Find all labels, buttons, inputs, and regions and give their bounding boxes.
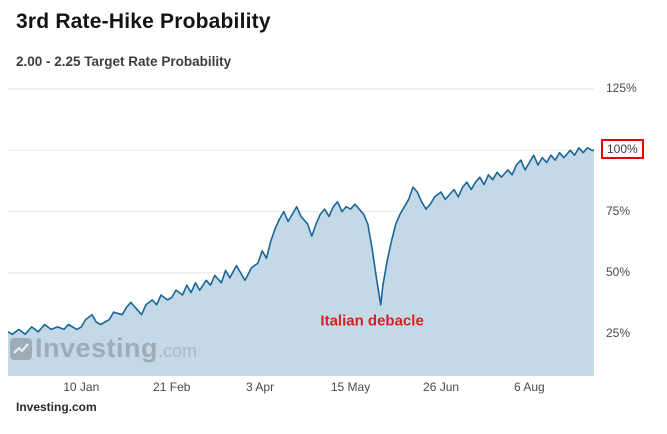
probability-area-chart <box>8 88 594 376</box>
y-axis-label: 75% <box>606 203 631 218</box>
plot-area: Investing .com Italian debacle <box>8 84 594 376</box>
y-axis-label: 125% <box>606 80 637 95</box>
source-label: Investing.com <box>16 400 97 414</box>
x-axis-label: 26 Jun <box>423 380 460 394</box>
x-axis: 10 Jan 21 Feb 3 Apr 15 May 26 Jun 6 Aug <box>8 380 594 398</box>
annotation-italian-debacle: Italian debacle <box>320 312 424 330</box>
x-axis-label: 10 Jan <box>63 380 100 394</box>
x-axis-label: 3 Apr <box>246 380 275 394</box>
y-axis-label: 50% <box>606 264 631 279</box>
chart-title: 3rd Rate-Hike Probability <box>16 10 271 33</box>
x-axis-label: 6 Aug <box>514 380 545 394</box>
x-axis-label: 15 May <box>330 380 371 394</box>
y-axis: 25% 50% 75% 100% 125% <box>600 80 662 376</box>
y-axis-label-highlighted: 100% <box>601 139 644 160</box>
investing-logo-icon <box>10 338 32 360</box>
watermark-suffix: .com <box>158 341 198 361</box>
watermark-name: Investing <box>35 333 159 363</box>
investing-watermark: Investing .com <box>10 333 197 364</box>
chart-subtitle: 2.00 - 2.25 Target Rate Probability <box>16 54 232 69</box>
x-axis-label: 21 Feb <box>153 380 191 394</box>
y-axis-label: 25% <box>606 326 631 341</box>
chart-area: Investing .com Italian debacle 25% 50% 75% 1… <box>8 80 663 414</box>
